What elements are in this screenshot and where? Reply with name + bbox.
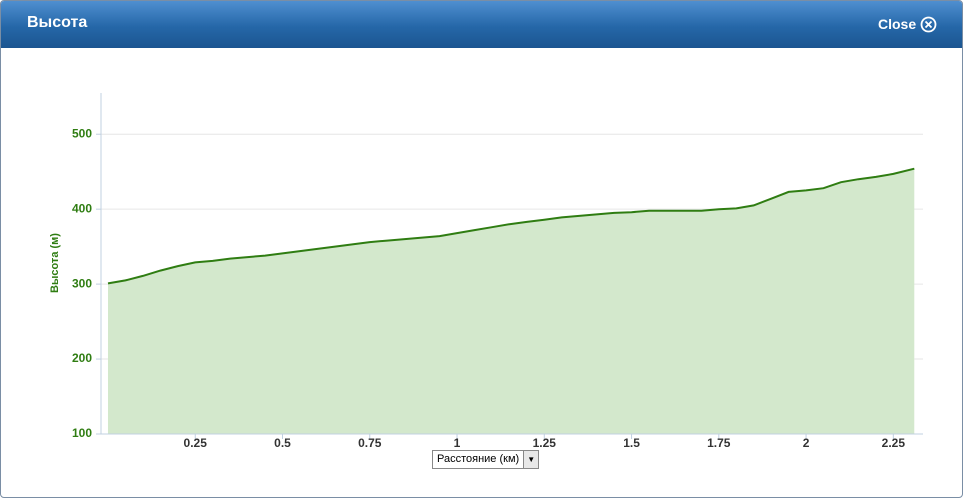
x-tick-label: 0.5 xyxy=(274,436,291,450)
select-arrow[interactable]: ▼ xyxy=(523,451,539,468)
x-tick-label: 1 xyxy=(454,436,461,450)
y-axis-title: Высота (м) xyxy=(49,233,61,293)
select-label[interactable]: Расстояние (км) xyxy=(437,453,520,465)
area-fill xyxy=(107,168,915,434)
header: Высота Close xyxy=(1,1,962,48)
x-tick-label: 1.25 xyxy=(533,436,557,450)
x-tick-label: 2 xyxy=(803,436,810,450)
title: Высота xyxy=(27,14,88,31)
line xyxy=(107,167,915,285)
y-tick-label: 100 xyxy=(72,426,92,440)
x-tick-label: 1.5 xyxy=(623,436,640,450)
x-tick-label: 2.25 xyxy=(882,436,906,450)
x-tick-label: 1.75 xyxy=(707,436,731,450)
y-tick-label: 300 xyxy=(72,276,92,290)
close-label[interactable]: Close xyxy=(878,16,917,32)
close-button[interactable]: Close xyxy=(878,16,937,33)
y-tick-label: 200 xyxy=(72,351,92,365)
y-tick-label: 500 xyxy=(72,126,92,140)
close-icon[interactable] xyxy=(920,16,937,33)
y-tick-label: 400 xyxy=(72,201,92,215)
x-tick-label: 0.25 xyxy=(184,436,208,450)
x-tick-label: 0.75 xyxy=(358,436,382,450)
x-unit-select[interactable]: Расстояние (км) ▼ xyxy=(432,450,540,469)
